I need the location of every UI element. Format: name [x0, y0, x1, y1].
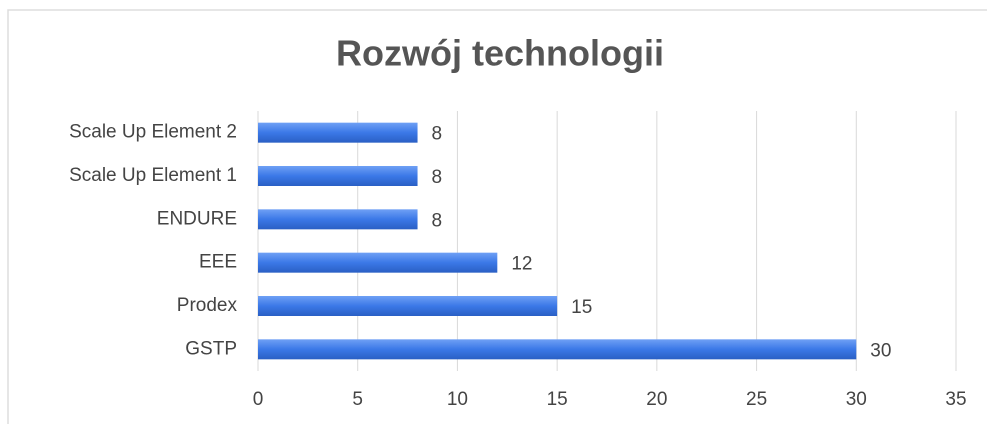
x-tick-label: 30 [846, 389, 867, 410]
chart-title: Rozwój technologii [336, 33, 664, 74]
x-tick-label: 0 [253, 389, 264, 410]
x-tick-label: 5 [352, 389, 363, 410]
bar [258, 209, 418, 230]
chart-border [7, 9, 987, 424]
y-tick-label: GSTP [185, 338, 237, 359]
data-label: 12 [511, 254, 532, 275]
y-tick-label: EEE [199, 252, 237, 273]
x-tick-label: 25 [746, 389, 767, 410]
x-tick-label: 20 [646, 389, 667, 410]
data-label: 8 [432, 210, 443, 231]
data-label: 8 [432, 124, 443, 145]
y-tick-label: ENDURE [157, 208, 237, 229]
y-tick-label: Scale Up Element 1 [69, 165, 237, 186]
x-tick-label: 35 [945, 389, 966, 410]
data-label: 30 [870, 340, 891, 361]
data-label: 15 [571, 297, 592, 318]
y-tick-label: Scale Up Element 2 [69, 122, 237, 143]
bar [258, 122, 418, 143]
data-label: 8 [432, 167, 443, 188]
y-tick-label: Prodex [177, 295, 238, 316]
bar [258, 339, 857, 360]
x-tick-label: 15 [547, 389, 568, 410]
bar [258, 296, 558, 316]
bar [258, 252, 498, 273]
bar [258, 166, 418, 186]
x-tick-label: 10 [447, 389, 468, 410]
